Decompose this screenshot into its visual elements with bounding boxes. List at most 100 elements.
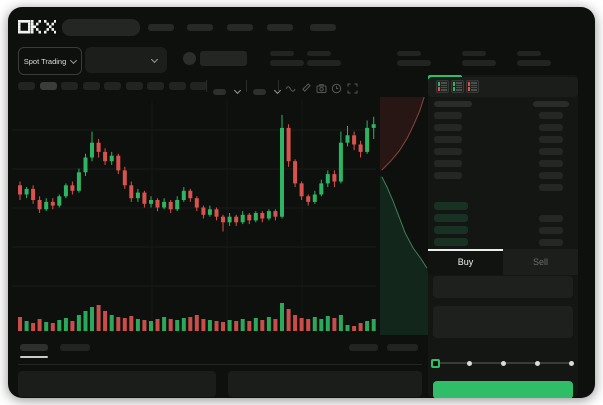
nav-item[interactable]: [187, 24, 213, 31]
ticker-stat-value: [462, 60, 496, 66]
icon-row: [438, 84, 447, 87]
bottom-tab-underline: [20, 356, 48, 358]
assets-panel-placeholder: [228, 371, 422, 397]
app-window: Spot Trading: [8, 7, 595, 398]
chevron-down-icon: [150, 55, 159, 64]
bid-row-price[interactable]: [434, 202, 468, 210]
ticker-stat-label: [397, 51, 421, 56]
icon-row: [453, 86, 462, 89]
buy-button[interactable]: [433, 381, 573, 398]
ticker-stat-label: [462, 51, 486, 56]
bid-row-price[interactable]: [434, 238, 468, 246]
slider-stop-dot[interactable]: [534, 360, 540, 366]
divider: [206, 80, 207, 92]
timeframe-button[interactable]: [147, 82, 164, 90]
ask-row-size: [539, 136, 563, 143]
nav-item[interactable]: [148, 24, 174, 31]
fullscreen-icon[interactable]: [347, 81, 358, 94]
icon-row: [438, 82, 447, 85]
bid-row-size: [539, 227, 563, 234]
price-input[interactable]: [433, 276, 573, 298]
ask-row-size: [539, 112, 563, 119]
indicator-wave-icon[interactable]: [285, 81, 296, 92]
nav-item[interactable]: [267, 24, 293, 31]
nav-item[interactable]: [227, 24, 253, 31]
divider: [246, 80, 247, 92]
timeframe-button[interactable]: [39, 82, 57, 90]
book-asks-icon[interactable]: [466, 80, 479, 93]
draw-icon[interactable]: [301, 81, 312, 92]
nav-item[interactable]: [310, 24, 336, 31]
ticker-stat-label: [270, 51, 294, 56]
timeframe-button[interactable]: [82, 82, 100, 90]
ask-row-price[interactable]: [434, 148, 462, 155]
bid-row-size: [539, 239, 563, 246]
timeframe-button[interactable]: [18, 82, 35, 90]
bid-row-price[interactable]: [434, 226, 468, 234]
slider-stop-dot[interactable]: [500, 360, 506, 366]
bid-row-price[interactable]: [434, 214, 468, 222]
icon-row: [453, 82, 462, 85]
ask-row-price[interactable]: [434, 172, 462, 179]
bottom-link[interactable]: [387, 344, 418, 351]
ask-row-price[interactable]: [434, 160, 462, 167]
icon-row: [468, 84, 477, 87]
active-tab-indicator: [428, 249, 503, 251]
tab-buy[interactable]: Buy: [428, 249, 503, 275]
ask-row-price[interactable]: [434, 136, 462, 143]
icon-row: [438, 86, 447, 89]
order-panel: Buy Sell: [428, 75, 578, 398]
orderbook-header-right: [533, 101, 569, 107]
indicator-dropdown[interactable]: [213, 82, 242, 100]
divider: [278, 80, 279, 92]
icon-row: [438, 88, 447, 91]
slider-stop-dot[interactable]: [466, 360, 472, 366]
book-both-icon[interactable]: [436, 80, 449, 93]
ticker-stat-value: [517, 60, 551, 66]
okx-logo[interactable]: [18, 19, 57, 35]
camera-icon[interactable]: [316, 81, 327, 93]
price-chart-canvas[interactable]: [10, 95, 430, 341]
search-input[interactable]: [62, 19, 140, 36]
last-price-skeleton: [200, 51, 247, 66]
bottom-tab[interactable]: [60, 344, 90, 351]
bottom-link[interactable]: [349, 344, 378, 351]
tab-sell-label: Sell: [532, 257, 548, 267]
ask-row-size: [539, 172, 563, 179]
amount-input[interactable]: [433, 306, 573, 338]
tab-buy-label: Buy: [457, 257, 474, 267]
display-dropdown[interactable]: [253, 82, 282, 100]
icon-row: [453, 84, 462, 87]
bottom-tab-active[interactable]: [20, 344, 48, 351]
chart-svg: [12, 96, 428, 335]
book-bids-icon[interactable]: [451, 80, 464, 93]
icon-row: [468, 88, 477, 91]
pair-selector-dropdown[interactable]: [85, 47, 167, 73]
clock-icon[interactable]: [331, 81, 342, 94]
icon-row: [468, 82, 477, 85]
market-type-selector[interactable]: Spot Trading: [18, 47, 82, 75]
icon-row: [468, 86, 477, 89]
ask-row-size: [539, 124, 563, 131]
timeframe-button[interactable]: [125, 82, 143, 90]
ask-row-price[interactable]: [434, 124, 462, 131]
ask-row-price[interactable]: [434, 112, 462, 119]
timeframe-button[interactable]: [61, 82, 78, 90]
tab-sell[interactable]: Sell: [503, 249, 578, 275]
slider-handle[interactable]: [430, 358, 440, 368]
ask-row-size: [539, 184, 563, 191]
ask-row-size: [539, 160, 563, 167]
ticker-stat-label: [517, 51, 541, 56]
orderbook-header-left: [434, 101, 472, 107]
ticker-stat-value: [270, 60, 304, 66]
timeframe-button[interactable]: [168, 82, 186, 90]
icon-row: [453, 88, 462, 91]
slider-stop-dot[interactable]: [568, 360, 574, 366]
chevron-down-icon: [234, 86, 242, 95]
ticker-stat-value: [307, 60, 341, 66]
bid-row-size: [539, 215, 563, 222]
orders-panel-placeholder: [18, 371, 216, 397]
timeframe-button[interactable]: [104, 82, 121, 90]
timeframe-button[interactable]: [190, 82, 207, 90]
